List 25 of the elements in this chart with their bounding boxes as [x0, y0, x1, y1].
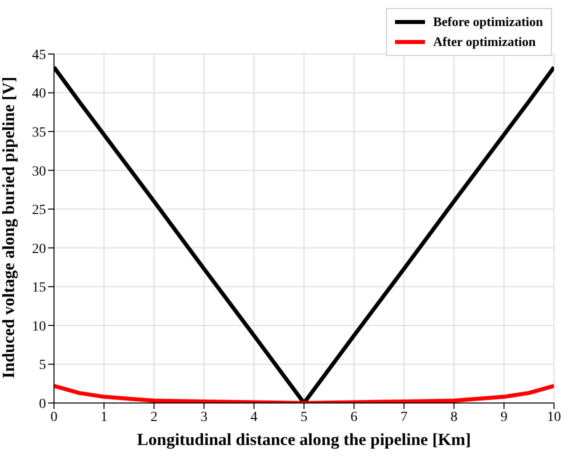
y-tick-label: 15 — [32, 280, 46, 296]
x-tick-label: 6 — [350, 410, 358, 425]
legend-label: After optimization — [433, 34, 536, 50]
x-tick-label: 10 — [547, 410, 561, 425]
x-tick-label: 5 — [300, 410, 308, 425]
y-tick-label: 0 — [39, 396, 46, 412]
y-tick-label: 40 — [32, 86, 46, 102]
x-tick-label: 7 — [400, 410, 408, 425]
y-tick-label: 35 — [32, 126, 46, 141]
x-tick-label: 3 — [200, 410, 208, 425]
y-tick-label: 5 — [39, 358, 46, 374]
y-tick-label: 25 — [32, 203, 46, 218]
x-tick-label: 4 — [250, 410, 258, 425]
x-tick-label: 9 — [500, 410, 508, 425]
x-axis-title: Longitudinal distance along the pipeline [Km] — [137, 430, 471, 449]
y-tick-label: 10 — [32, 319, 46, 334]
x-tick-label: 2 — [150, 410, 158, 425]
y-tick-label: 45 — [32, 48, 46, 63]
x-tick-label: 8 — [450, 410, 458, 425]
legend-label: Before optimization — [433, 14, 543, 30]
x-tick-label: 1 — [100, 410, 108, 425]
y-tick-label: 30 — [32, 164, 46, 180]
y-axis-title: Induced voltage along buried pipeline [V] — [0, 76, 18, 378]
y-tick-label: 20 — [32, 242, 46, 257]
x-tick-label: 0 — [50, 410, 58, 425]
